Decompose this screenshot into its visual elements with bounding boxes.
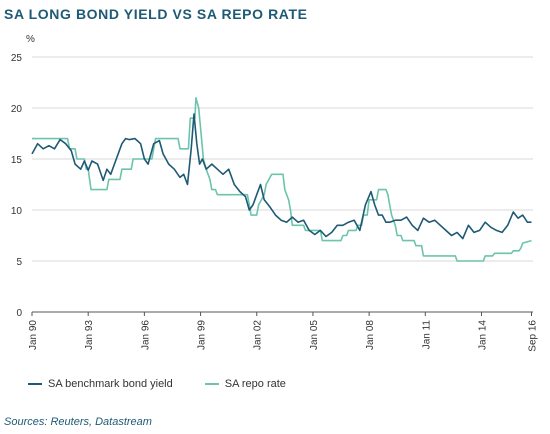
x-tick-labels: Jan 90 Jan 93 Jan 96 Jan 99 Jan 02 Jan 05 Jan … <box>28 312 539 352</box>
x-tick-label: Jan 14 <box>477 320 488 350</box>
y-tick-label: 0 <box>16 308 22 319</box>
y-tick-label: 5 <box>16 257 22 268</box>
grid-lines <box>32 56 533 313</box>
x-tick-label: Jan 02 <box>253 320 264 350</box>
x-tick-label: Jan 05 <box>309 320 320 350</box>
legend-label-bond: SA benchmark bond yield <box>48 378 173 390</box>
legend-item-bond: SA benchmark bond yield <box>28 378 173 390</box>
x-tick-label: Sep 16 <box>528 320 539 352</box>
y-axis-label: % <box>26 34 35 45</box>
legend-swatch-repo <box>204 383 219 385</box>
y-tick-label: 25 <box>11 53 23 64</box>
source-note: Sources: Reuters, Datastream <box>4 416 152 428</box>
legend-swatch-bond <box>28 383 42 385</box>
x-tick-label: Jan 93 <box>84 320 95 350</box>
y-tick-label: 20 <box>11 104 23 115</box>
y-tick-label: 10 <box>11 206 23 217</box>
legend-item-repo: SA repo rate <box>204 378 286 390</box>
x-tick-label: Jan 11 <box>421 320 432 350</box>
x-tick-label: Jan 08 <box>365 320 376 350</box>
series-line-bond-yield <box>31 113 532 240</box>
series-lines <box>31 97 532 262</box>
y-tick-labels: 0 5 10 15 20 25 <box>11 53 23 319</box>
x-tick-label: Jan 99 <box>197 320 208 350</box>
chart-title: SA LONG BOND YIELD VS SA REPO RATE <box>4 6 308 22</box>
legend-label-repo: SA repo rate <box>224 378 286 390</box>
series-line-repo-rate <box>32 97 532 262</box>
x-tick-label: Jan 90 <box>28 320 39 350</box>
y-tick-label: 15 <box>11 155 23 166</box>
x-tick-label: Jan 96 <box>140 320 151 350</box>
legend: SA benchmark bond yield SA repo rate <box>28 378 286 390</box>
